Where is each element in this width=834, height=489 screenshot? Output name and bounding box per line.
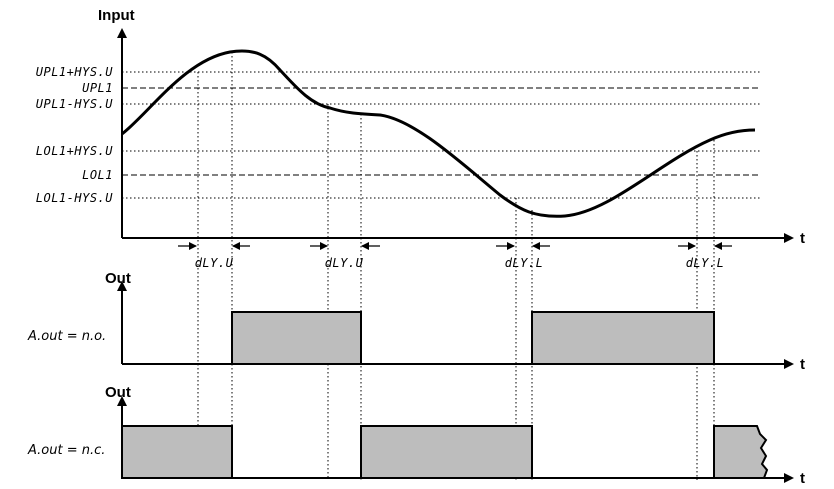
no-pulse-1: [231, 311, 362, 365]
label-lol: LOL1: [82, 168, 113, 182]
input-t-label: t: [800, 230, 805, 247]
nc-t-label: t: [800, 470, 805, 487]
label-lol-minus-hys: LOL1-HYS.U: [36, 191, 114, 205]
nc-pulse-2: [360, 425, 533, 479]
label-upl-plus-hys: UPL1+HYS.U: [36, 65, 114, 79]
delay-label-1: dLY.U: [195, 256, 234, 270]
nc-mode-label: A.out = n.c.: [27, 443, 105, 458]
delay-marker-4: dLY.L: [678, 242, 732, 270]
label-lol-plus-hys: LOL1+HYS.U: [36, 144, 114, 158]
delay-marker-3: dLY.L: [496, 242, 550, 270]
input-signal-curve: [121, 49, 756, 218]
input-panel: Input t UPL1+HYS.U UPL1 UPL1-HYS.U LOL1+…: [36, 7, 805, 270]
label-upl: UPL1: [82, 81, 113, 95]
no-mode-label: A.out = n.o.: [27, 329, 106, 344]
label-upl-minus-hys: UPL1-HYS.U: [36, 97, 114, 111]
no-pulse-2: [531, 311, 715, 365]
delay-label-2: dLY.U: [325, 256, 364, 270]
delay-marker-2: dLY.U: [310, 242, 380, 270]
output-nc-panel: Out t A.out = n.c.: [27, 384, 805, 487]
output-no-panel: Out t A.out = n.o.: [27, 270, 805, 373]
delay-label-3: dLY.L: [505, 256, 544, 270]
nc-axis-title: Out: [105, 384, 131, 401]
nc-pulse-1: [121, 425, 233, 479]
no-t-label: t: [800, 356, 805, 373]
delay-marker-1: dLY.U: [178, 242, 250, 270]
no-axis-title: Out: [105, 270, 131, 287]
timing-guides: [197, 52, 715, 480]
nc-pulse-3: [713, 425, 769, 479]
input-axis-title: Input: [98, 7, 135, 24]
delay-label-4: dLY.L: [686, 256, 725, 270]
